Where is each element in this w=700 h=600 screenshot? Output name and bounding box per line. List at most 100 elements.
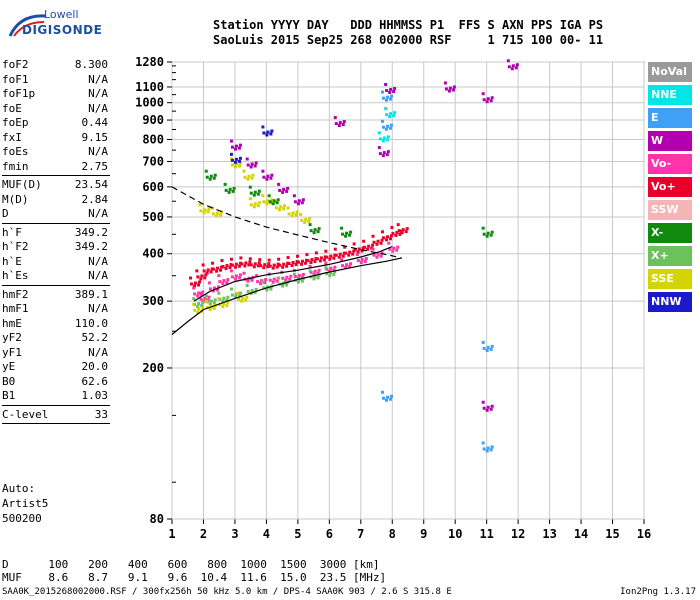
param-row: MUF(D) 23.54 — [2, 178, 110, 193]
trace-point — [269, 132, 273, 136]
auto-label: Auto: — [2, 482, 36, 495]
trace-point — [490, 230, 494, 234]
x-tick-label: 2 — [200, 527, 207, 541]
trace-point — [205, 305, 209, 309]
x-tick-label: 14 — [574, 527, 588, 541]
trace-point — [262, 266, 266, 270]
trace-point — [381, 139, 385, 143]
trace-point — [282, 262, 286, 266]
logo-line2: DIGISONDE — [22, 23, 103, 37]
trace-point — [211, 289, 215, 293]
trace-point — [262, 200, 266, 204]
param-name: foEs — [2, 145, 29, 158]
param-name: D — [2, 207, 9, 220]
trace-point — [380, 238, 384, 242]
trace-point — [238, 273, 242, 277]
trace-point — [281, 207, 285, 211]
profile-line — [171, 257, 402, 335]
trace-point — [314, 251, 318, 255]
x-tick-label: 13 — [542, 527, 556, 541]
trace-point — [303, 220, 307, 224]
y-tick-label: 700 — [142, 154, 164, 168]
trace-point — [308, 269, 312, 273]
trace-point — [215, 214, 219, 218]
param-name: foF2 — [2, 58, 29, 71]
x-tick-label: 4 — [263, 527, 270, 541]
trace-point — [212, 176, 216, 180]
param-value: N/A — [88, 345, 108, 359]
trace-point — [305, 253, 309, 257]
trace-point — [313, 269, 317, 273]
trace-point — [226, 295, 230, 299]
x-tick-label: 8 — [389, 527, 396, 541]
x-tick-label: 3 — [231, 527, 238, 541]
param-value: N/A — [88, 302, 108, 315]
trace-point — [482, 447, 486, 451]
trace-point — [384, 238, 388, 242]
trace-point — [284, 278, 288, 282]
trace-point — [234, 144, 238, 148]
trace-point — [297, 273, 301, 277]
trace-point — [317, 268, 321, 272]
trace-point — [342, 120, 346, 124]
trace-point — [224, 267, 228, 271]
auto-block: Auto: Artist5 500200 — [2, 481, 48, 526]
param-value: 8.300 — [74, 58, 108, 71]
param-separator — [2, 175, 110, 176]
trace-point — [385, 153, 389, 157]
trace-point — [388, 247, 392, 251]
trace-point — [389, 394, 393, 398]
trace-point — [396, 223, 400, 227]
file-info-footer: SAA0K_2015268002000.RSF / 300fx256h 50 k… — [2, 587, 452, 597]
param-name: fxI — [2, 130, 22, 144]
trace-point — [363, 245, 367, 249]
trace-point — [447, 89, 451, 93]
legend-item: E — [648, 108, 692, 128]
trace-point — [380, 230, 384, 234]
trace-point — [333, 247, 337, 251]
trace-point — [388, 397, 392, 401]
y-tick-label: 200 — [142, 361, 164, 375]
trace-point — [507, 65, 511, 69]
trace-point — [246, 177, 250, 181]
trace-point — [355, 253, 359, 257]
trace-point — [201, 290, 205, 294]
trace-point — [224, 188, 228, 192]
trace-point — [481, 340, 485, 344]
trace-point — [205, 271, 209, 275]
trace-point — [514, 66, 518, 70]
trace-point — [275, 279, 279, 283]
trace-point — [485, 100, 489, 104]
trace-point — [233, 277, 237, 281]
trace-point — [248, 197, 252, 201]
trace-point — [227, 190, 231, 194]
trace-point — [268, 278, 272, 282]
trace-point — [203, 296, 207, 300]
trace-point — [213, 298, 217, 302]
trace-point — [384, 82, 388, 86]
trace-point — [293, 200, 297, 204]
trace-point — [286, 206, 290, 210]
param-value: N/A — [88, 72, 108, 86]
trace-point — [267, 194, 271, 198]
trace-point — [490, 96, 494, 100]
trace-point — [256, 280, 260, 284]
param-value: N/A — [88, 254, 108, 268]
trace-point — [247, 174, 251, 178]
trace-point — [216, 211, 220, 215]
param-value: 349.2 — [74, 225, 108, 239]
trace-point — [199, 209, 203, 213]
trace-point — [237, 146, 241, 150]
legend-item: Vo- — [648, 154, 692, 174]
param-separator — [2, 423, 110, 424]
trace-point — [234, 262, 238, 266]
trace-point — [249, 203, 253, 207]
trace-point — [285, 264, 289, 268]
trace-point — [192, 297, 196, 301]
param-name: h`Es — [2, 269, 29, 282]
trace-point — [337, 124, 341, 128]
trace-point — [195, 269, 199, 273]
trace-point — [253, 262, 257, 266]
trace-point — [220, 259, 224, 263]
trace-point — [230, 263, 234, 267]
